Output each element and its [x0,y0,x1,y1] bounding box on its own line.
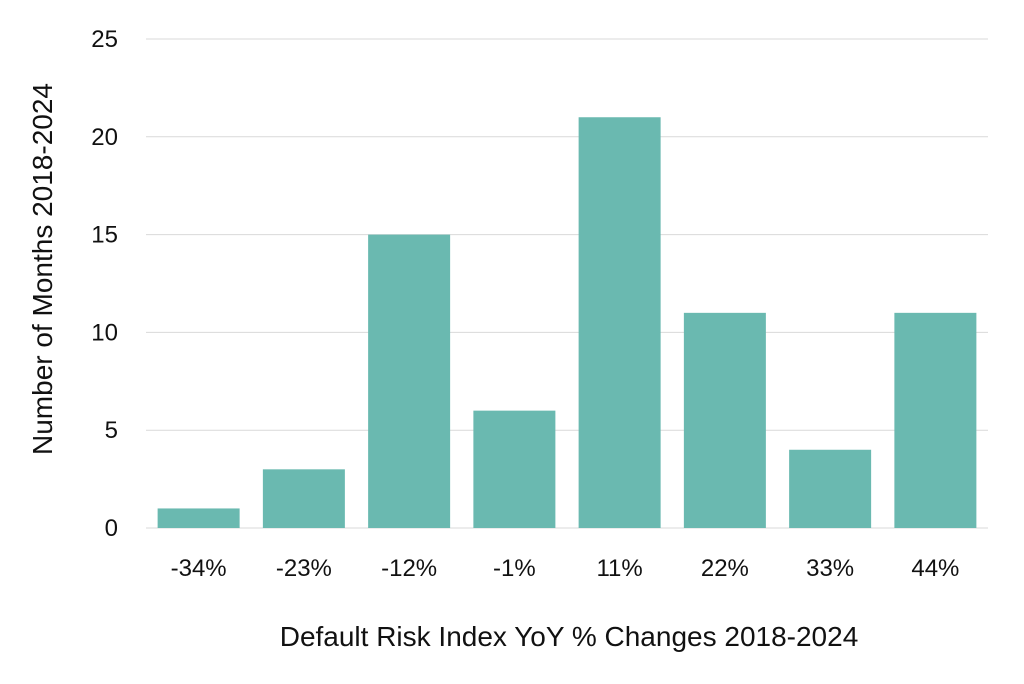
x-tick-label: -34% [171,555,227,582]
bar-44% [894,312,977,528]
bars [157,117,977,529]
y-tick-label: 5 [105,417,118,444]
y-tick-label: 25 [91,26,118,53]
bar-11% [578,117,661,529]
x-axis-ticks: -34% -23% -12% -1% 11% 22% 33% 44% [171,555,960,582]
y-tick-label: 15 [91,222,118,249]
x-tick-label: 44% [911,555,959,582]
y-axis-title: Number of Months 2018-2024 [27,83,58,455]
y-tick-label: 10 [91,319,118,346]
bar--1% [473,410,556,528]
y-tick-label: 0 [105,515,118,542]
x-tick-label: 22% [701,555,749,582]
bar--12% [368,234,451,528]
x-axis-title: Default Risk Index YoY % Changes 2018-20… [280,621,859,652]
bar--34% [157,508,240,528]
bar-33% [789,449,872,528]
x-tick-label: -23% [276,555,332,582]
x-tick-label: 11% [596,555,642,582]
bar--23% [262,469,345,528]
x-tick-label: -12% [381,555,437,582]
y-axis-ticks: 0 5 10 15 20 25 [91,26,118,542]
x-tick-label: 33% [806,555,854,582]
y-tick-label: 20 [91,124,118,151]
x-tick-label: -1% [493,555,536,582]
bar-22% [683,312,766,528]
